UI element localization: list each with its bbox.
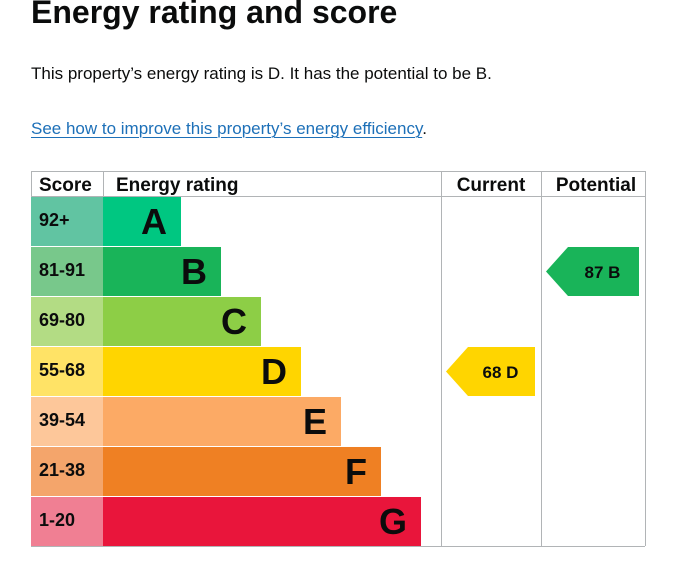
link-trailing-punctuation: . (422, 119, 427, 138)
rating-bar (103, 247, 221, 296)
potential-column-header: Potential (556, 175, 636, 196)
improve-energy-efficiency-link[interactable]: See how to improve this property’s energ… (31, 119, 423, 138)
score-range-cell (31, 197, 103, 246)
rating-bar (103, 347, 301, 396)
band-e: 39-54 E (31, 397, 341, 446)
score-range-cell (31, 447, 103, 496)
rating-bar (103, 297, 261, 346)
rating-letter: D (261, 351, 287, 392)
score-range-label: 55-68 (39, 360, 85, 380)
score-range-label: 1-20 (39, 510, 75, 530)
band-f: 21-38 F (31, 447, 381, 496)
score-range-label: 21-38 (39, 460, 85, 480)
band-d: 55-68 D (31, 347, 301, 396)
rating-letter: A (141, 201, 167, 242)
score-range-label: 39-54 (39, 410, 85, 430)
rating-letter: C (221, 301, 247, 342)
current-rating-arrow: 68 D (446, 347, 535, 396)
score-range-cell (31, 347, 103, 396)
potential-rating-arrow: 87 B (546, 247, 639, 296)
current-arrow-shape (446, 347, 535, 396)
band-b: 81-91 B (31, 247, 221, 296)
epc-table-grid (31, 171, 646, 547)
energy-rating-summary: This property’s energy rating is D. It h… (31, 64, 492, 83)
rating-letter: E (303, 401, 327, 442)
score-range-label: 69-80 (39, 310, 85, 330)
score-range-cell (31, 247, 103, 296)
energy-rating-column-header: Energy rating (116, 175, 238, 196)
score-range-cell (31, 297, 103, 346)
rating-bar (103, 397, 341, 446)
rating-bar (103, 197, 181, 246)
rating-letter: B (181, 251, 207, 292)
current-column-header: Current (457, 175, 526, 196)
rating-bar (103, 497, 421, 546)
rating-bar (103, 447, 381, 496)
score-range-cell (31, 397, 103, 446)
score-range-cell (31, 497, 103, 546)
score-range-label: 92+ (39, 210, 70, 230)
potential-rating-label: 87 B (585, 263, 621, 282)
rating-letter: F (345, 451, 367, 492)
band-a: 92+ A (31, 197, 181, 246)
rating-letter: G (379, 501, 407, 542)
band-c: 69-80 C (31, 297, 261, 346)
score-range-label: 81-91 (39, 260, 85, 280)
improve-link-line: See how to improve this property’s energ… (31, 118, 427, 140)
current-rating-label: 68 D (483, 363, 519, 382)
band-g: 1-20 G (31, 497, 421, 546)
score-column-header: Score (39, 175, 92, 196)
page-title: Energy rating and score (31, 0, 398, 30)
potential-arrow-shape (546, 247, 639, 296)
